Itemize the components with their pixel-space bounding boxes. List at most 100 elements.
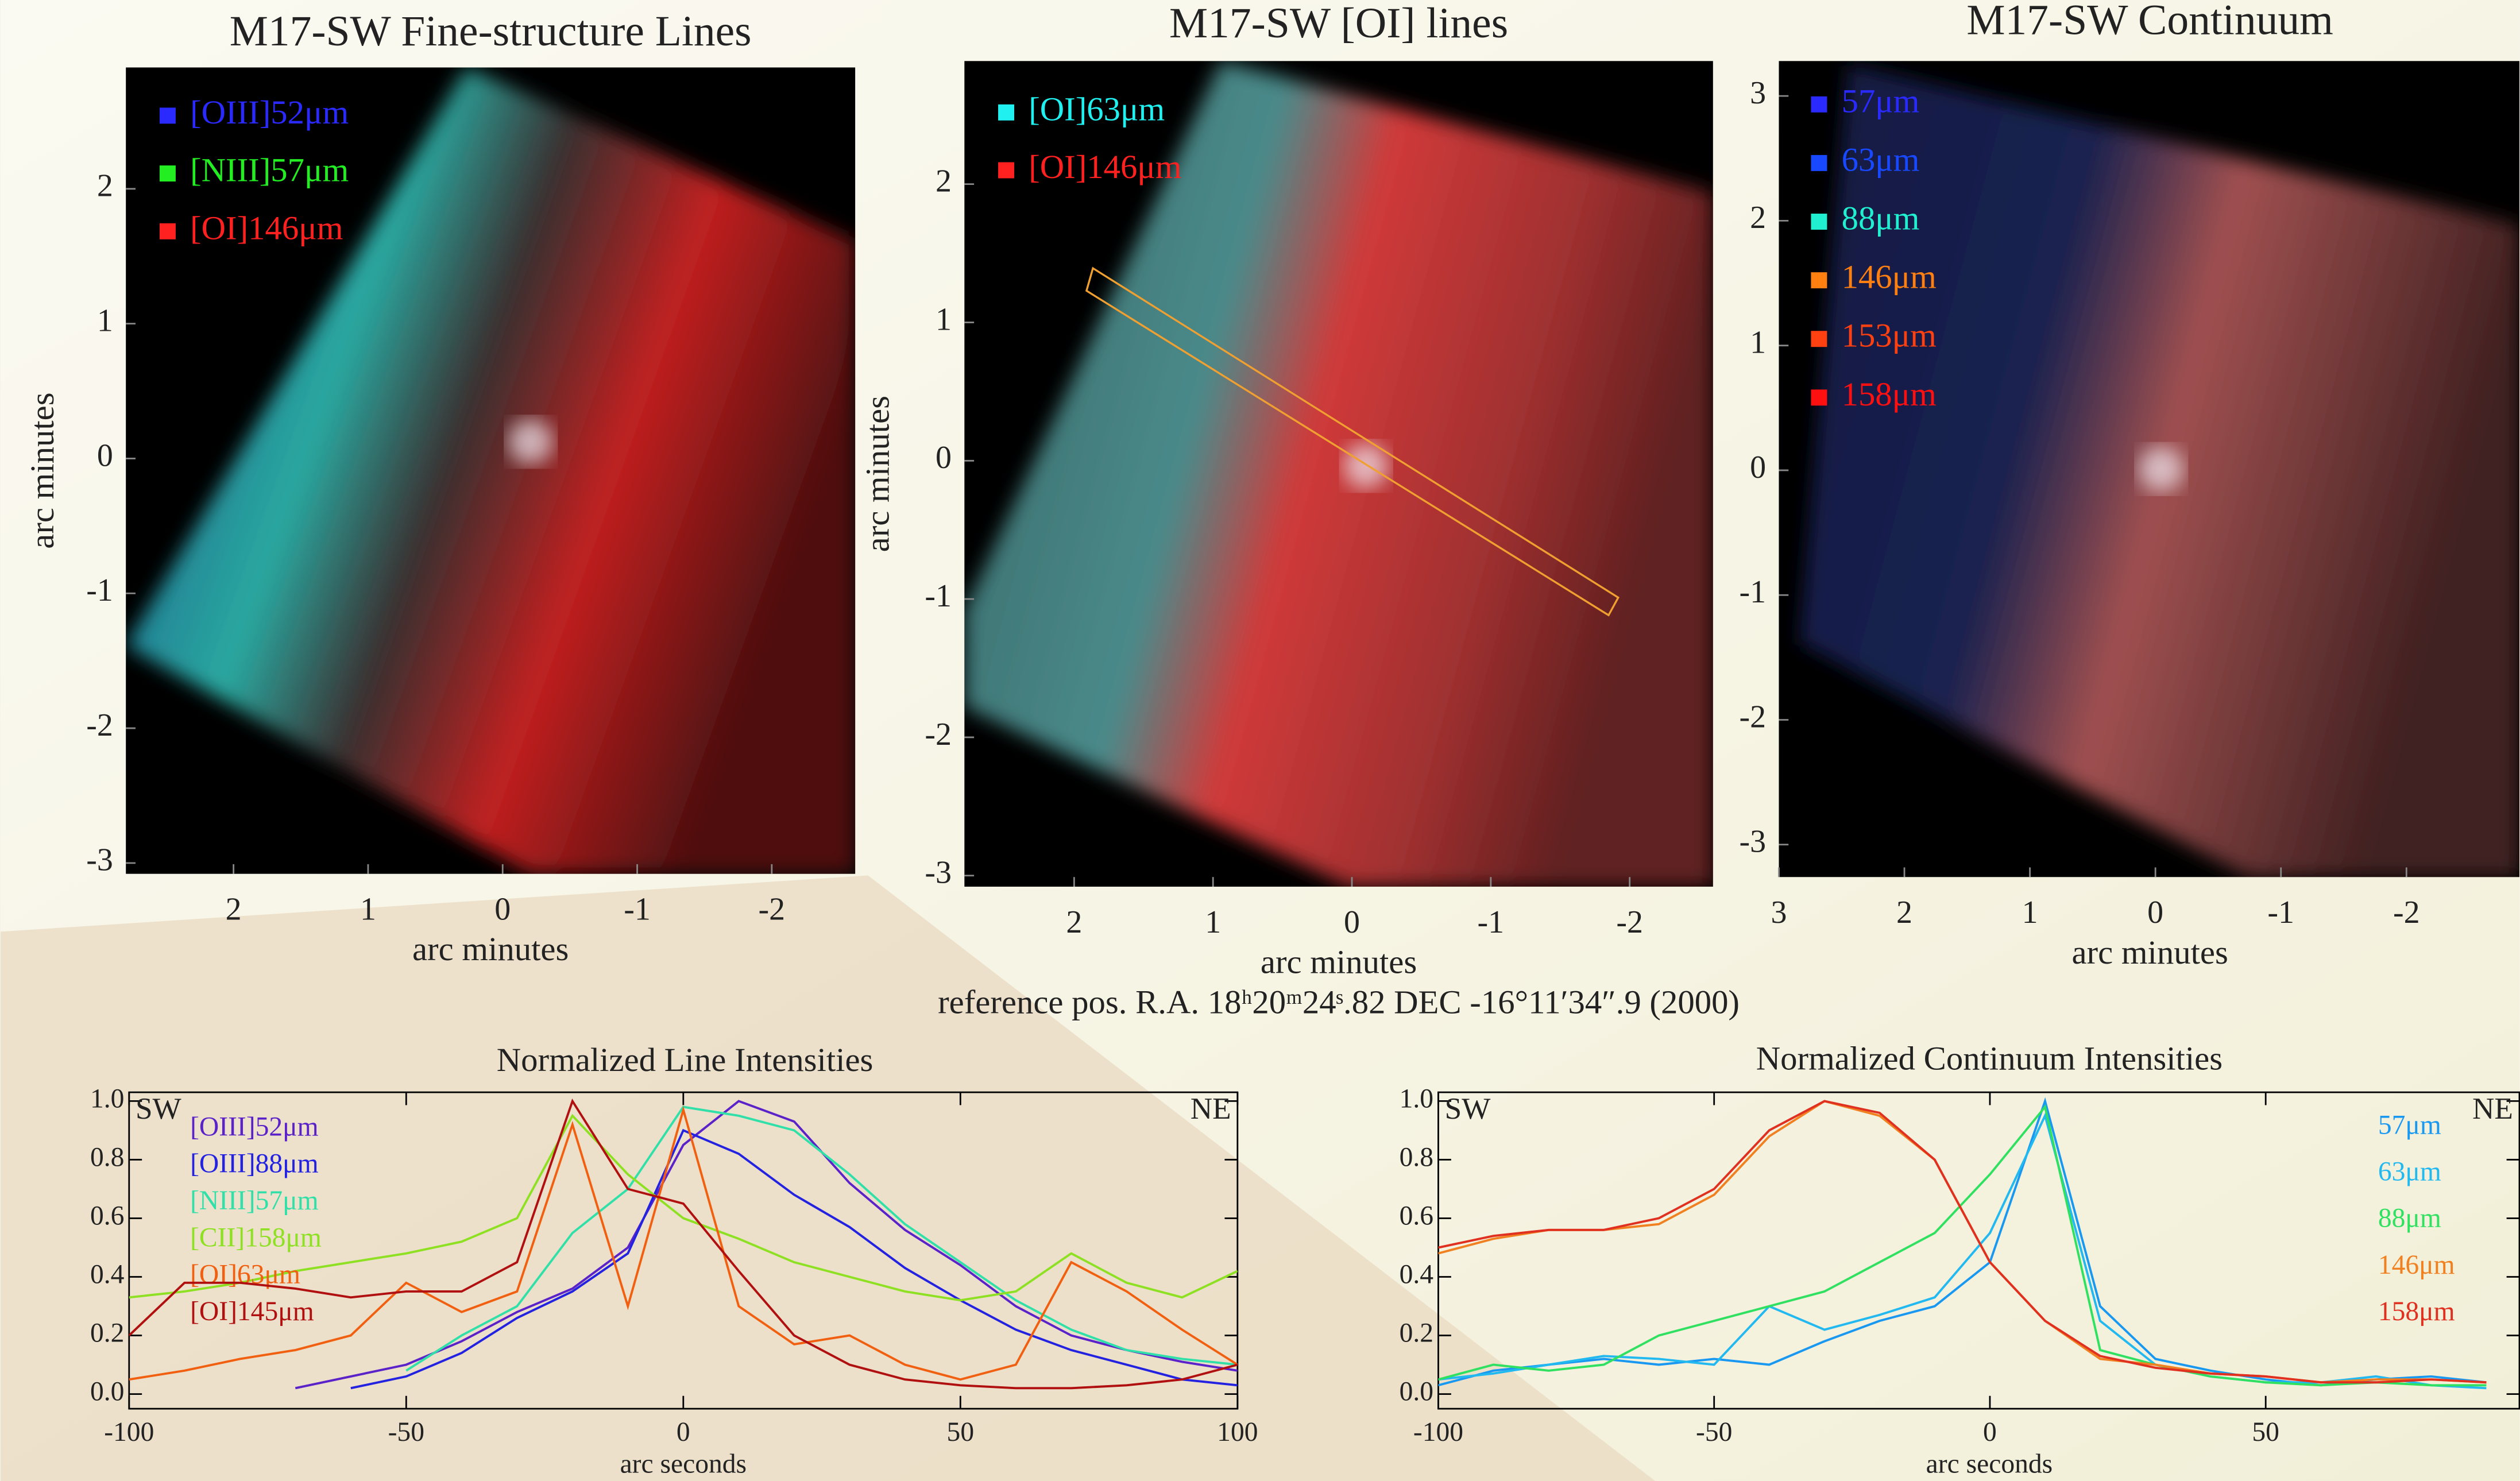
y-axis-label: arc minutes	[24, 392, 61, 548]
legend-swatch	[1811, 389, 1827, 406]
series-line	[350, 1128, 1238, 1390]
x-tick-label: -50	[388, 1417, 424, 1447]
legend-swatch	[1811, 154, 1827, 171]
legend-label: 158μm	[2378, 1297, 2455, 1327]
image-bright-spot	[2139, 446, 2184, 492]
chart-title: M17-SW Continuum	[1966, 0, 2333, 44]
y-tick-label: 1	[97, 303, 113, 338]
y-tick-label: 0.6	[90, 1201, 124, 1231]
y-tick-label: 0	[97, 438, 113, 473]
y-tick-label: 0.2	[1400, 1318, 1433, 1348]
legend-label: [OI]63μm	[1029, 90, 1165, 127]
legend-label: [NIII]57μm	[190, 152, 349, 189]
x-tick-label: 2	[1896, 895, 1912, 930]
caption: reference pos. R.A. 18ʰ20ᵐ24ˢ.82 DEC -16…	[938, 984, 1740, 1021]
image-emission	[964, 61, 1713, 887]
legend-label: [OI]145μm	[190, 1297, 314, 1327]
chart-title: Normalized Line Intensities	[497, 1041, 874, 1078]
y-tick-label: -3	[86, 842, 113, 878]
x-tick-label: 50	[2252, 1417, 2279, 1447]
legend-label: [OI]146μm	[1029, 148, 1181, 185]
y-tick-label: 3	[1750, 75, 1766, 111]
slit-box	[1085, 266, 1620, 617]
series-line	[129, 1098, 1238, 1390]
legend-swatch	[998, 162, 1015, 179]
y-tick-label: -2	[86, 707, 113, 743]
legend-label: [OIII]88μm	[190, 1149, 319, 1179]
x-tick-label: -100	[1413, 1417, 1463, 1447]
y-tick-label: -2	[925, 717, 952, 752]
series-line	[129, 1105, 1238, 1381]
y-tick-label: 0.2	[90, 1318, 124, 1348]
annotation: NE	[1191, 1092, 1231, 1126]
chart-title: M17-SW [OI] lines	[1169, 0, 1508, 47]
legend-label: [OIII]52μm	[190, 94, 349, 131]
y-tick-label: 0.4	[90, 1259, 125, 1289]
legend-label: 146μm	[1842, 258, 1937, 296]
legend-label: 153μm	[1842, 317, 1937, 354]
y-tick-label: -1	[1740, 574, 1767, 610]
x-tick-label: 3	[1771, 895, 1787, 930]
background-shade	[1, 875, 1656, 1481]
legend-swatch	[159, 165, 176, 182]
y-tick-label: -3	[1740, 824, 1767, 860]
legend-label: [OI]146μm	[190, 209, 343, 246]
x-tick-label: 0	[2147, 895, 2163, 930]
y-tick-label: 0.6	[1400, 1201, 1433, 1231]
legend-swatch	[1811, 214, 1827, 230]
legend-label: 63μm	[2378, 1157, 2441, 1187]
x-tick-label: 0	[1983, 1417, 1997, 1447]
x-tick-label: 100	[1217, 1417, 1258, 1447]
legend-swatch	[1811, 331, 1827, 347]
y-tick-label: 2	[936, 163, 952, 199]
legend-label: [OIII]52μm	[190, 1112, 319, 1142]
legend-swatch	[159, 107, 176, 124]
chart-title: Normalized Continuum Intensities	[1756, 1039, 2223, 1077]
y-tick-label: 1.0	[1400, 1084, 1433, 1113]
y-tick-label: 0	[936, 440, 952, 475]
x-tick-label: 2	[226, 892, 242, 927]
y-tick-label: -1	[925, 578, 952, 614]
x-tick-label: 1	[1205, 904, 1221, 940]
x-tick-label: -1	[624, 892, 651, 927]
x-tick-label: 1	[360, 892, 376, 927]
legend-swatch	[1811, 272, 1827, 289]
image	[126, 67, 856, 874]
legend-label: [OI]63μm	[190, 1260, 300, 1290]
x-tick-label: -1	[2267, 895, 2294, 930]
series-line	[295, 1100, 1238, 1390]
legend-label: 88μm	[1842, 199, 1920, 237]
x-tick-label: 0	[494, 892, 511, 927]
annotation: SW	[136, 1092, 182, 1126]
x-tick-label: 1	[2022, 895, 2038, 930]
image	[1799, 64, 2519, 877]
x-tick-label: -2	[2393, 895, 2420, 930]
image-bright-spot	[1343, 443, 1389, 489]
legend-label: [NIII]57μm	[190, 1186, 319, 1216]
x-tick-label: -100	[104, 1417, 154, 1447]
y-tick-label: -2	[1740, 699, 1767, 734]
x-tick-label: -1	[1478, 904, 1505, 940]
y-tick-label: 1.0	[90, 1084, 124, 1113]
legend-label: 158μm	[1842, 376, 1937, 413]
y-tick-label: 0.8	[1400, 1142, 1433, 1172]
legend-swatch	[1811, 96, 1827, 113]
x-tick-label: -50	[1696, 1417, 1732, 1447]
x-axis-label: arc minutes	[2071, 934, 2228, 971]
legend-label: 88μm	[2378, 1204, 2441, 1233]
legend-swatch	[998, 104, 1015, 121]
legend-swatch	[159, 223, 176, 239]
y-tick-label: 0.0	[90, 1377, 124, 1407]
series-line	[1438, 1104, 2487, 1387]
x-axis-label: arc minutes	[1261, 943, 1417, 981]
chart-title: M17-SW Fine-structure Lines	[230, 7, 752, 55]
legend-label: 57μm	[1842, 82, 1920, 119]
y-tick-label: 0.8	[90, 1142, 124, 1172]
y-axis-label: arc minutes	[859, 396, 896, 552]
x-tick-label: 2	[1066, 904, 1082, 940]
plot-area	[1437, 1091, 2520, 1410]
image-emission	[126, 67, 856, 874]
x-tick-label: -2	[1616, 904, 1643, 940]
y-tick-label: 2	[97, 168, 113, 204]
